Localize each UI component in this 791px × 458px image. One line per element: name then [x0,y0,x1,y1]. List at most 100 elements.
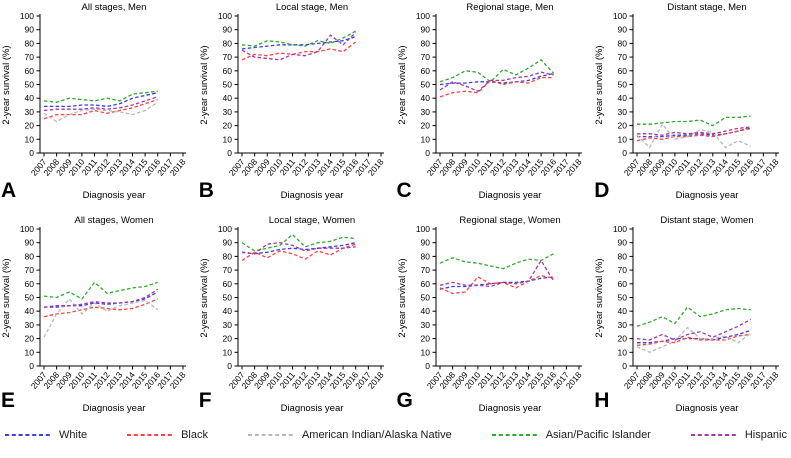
svg-text:70: 70 [618,265,628,275]
panel-a: All stages, Men 2-year survival (%) Diag… [0,0,197,204]
panel-title: Distant stage, Women [661,215,754,226]
svg-text:20: 20 [420,334,430,344]
plot-area: 0102030405060708090100200720082009201020… [415,11,583,178]
svg-text:80: 80 [25,38,35,48]
chart-distant-stage-men: Distant stage, Men 2-year survival (%) D… [594,2,781,201]
legend-item-hispanic: Hispanic [690,429,787,441]
svg-text:20: 20 [222,121,232,131]
svg-text:40: 40 [420,306,430,316]
svg-text:100: 100 [415,224,429,234]
svg-text:20: 20 [25,121,35,131]
plot-area: 0102030405060708090100200720082009201020… [613,11,781,178]
svg-text:20: 20 [25,334,35,344]
legend-item-white: White [4,429,87,441]
svg-text:30: 30 [618,320,628,330]
svg-text:80: 80 [618,38,628,48]
plot-area: 0102030405060708090100200720082009201020… [20,224,188,391]
chart-local-stage-men: Local stage, Men 2-year survival (%) Dia… [199,2,386,201]
svg-text:40: 40 [222,306,232,316]
svg-text:70: 70 [420,265,430,275]
svg-text:40: 40 [420,93,430,103]
dashed-line-swatch [5,433,51,436]
svg-text:60: 60 [420,66,430,76]
svg-text:100: 100 [218,224,232,234]
legend-label: Black [181,428,208,441]
svg-text:90: 90 [222,25,232,35]
panel-letter: F [198,389,212,412]
chart-all-stages-men: All stages, Men 2-year survival (%) Diag… [1,2,188,201]
y-axis-label: 2-year survival (%) [397,258,408,337]
dashed-line-swatch [127,433,174,436]
svg-text:90: 90 [25,25,35,35]
svg-text:0: 0 [227,148,232,158]
panel-title: All stages, Women [74,215,153,226]
svg-text:10: 10 [420,347,430,357]
x-axis-label: Diagnosis year [83,403,146,414]
y-axis-label: 2-year survival (%) [594,45,605,124]
svg-text:0: 0 [29,361,34,371]
chart-regional-stage-women: Regional stage, Women 2-year survival (%… [397,215,584,414]
svg-text:30: 30 [420,320,430,330]
x-axis-label: Diagnosis year [676,190,739,201]
svg-text:60: 60 [618,279,628,289]
legend-label: Hispanic [744,428,787,441]
svg-text:50: 50 [25,293,35,303]
panel-letter: H [594,389,610,412]
svg-text:10: 10 [222,347,232,357]
svg-text:60: 60 [420,279,430,289]
legend-label: White [59,428,88,441]
svg-text:0: 0 [623,361,628,371]
svg-text:10: 10 [25,347,35,357]
svg-text:20: 20 [420,121,430,131]
y-axis-label: 2-year survival (%) [199,45,210,124]
legend-label: American Indian/Alaska Native [301,428,452,441]
svg-text:10: 10 [618,134,628,144]
y-axis-label: 2-year survival (%) [199,258,210,337]
chart-all-stages-women: All stages, Women 2-year survival (%) Di… [1,215,188,414]
svg-text:90: 90 [25,238,35,248]
svg-text:90: 90 [420,238,430,248]
panel-e: All stages, Women 2-year survival (%) Di… [0,204,197,417]
svg-text:30: 30 [420,107,430,117]
plot-area: 0102030405060708090100200720082009201020… [218,224,386,391]
svg-text:30: 30 [618,107,628,117]
svg-text:70: 70 [420,52,430,62]
dashed-line-swatch [690,433,737,436]
x-axis-label: Diagnosis year [280,403,343,414]
svg-text:50: 50 [222,293,232,303]
svg-text:90: 90 [618,25,628,35]
svg-text:0: 0 [623,148,628,158]
x-axis-label: Diagnosis year [478,190,541,201]
dashed-line-swatch [247,433,294,436]
svg-text:30: 30 [222,320,232,330]
svg-text:70: 70 [222,265,232,275]
svg-text:50: 50 [25,80,35,90]
svg-text:40: 40 [618,306,628,316]
svg-text:50: 50 [618,293,628,303]
legend-item-black: Black [126,429,208,441]
svg-text:80: 80 [25,251,35,261]
panel-title: Local stage, Men [276,2,348,13]
svg-text:10: 10 [618,347,628,357]
svg-text:50: 50 [420,80,430,90]
svg-text:80: 80 [618,251,628,261]
svg-text:100: 100 [218,11,232,21]
svg-text:0: 0 [227,361,232,371]
svg-text:40: 40 [222,93,232,103]
svg-text:0: 0 [425,148,430,158]
y-axis-label: 2-year survival (%) [1,258,12,337]
svg-text:20: 20 [618,121,628,131]
legend-item-asian-pacific-islander: Asian/Pacific Islander [491,429,651,441]
svg-text:70: 70 [25,52,35,62]
svg-text:80: 80 [222,38,232,48]
svg-text:100: 100 [613,224,627,234]
svg-text:20: 20 [222,334,232,344]
svg-text:90: 90 [222,238,232,248]
legend-item-american-indian-alaska-native: American Indian/Alaska Native [247,429,452,441]
svg-text:30: 30 [222,107,232,117]
panel-title: Regional stage, Women [459,215,560,226]
panel-letter: C [396,179,412,202]
svg-text:60: 60 [25,279,35,289]
svg-text:10: 10 [420,134,430,144]
